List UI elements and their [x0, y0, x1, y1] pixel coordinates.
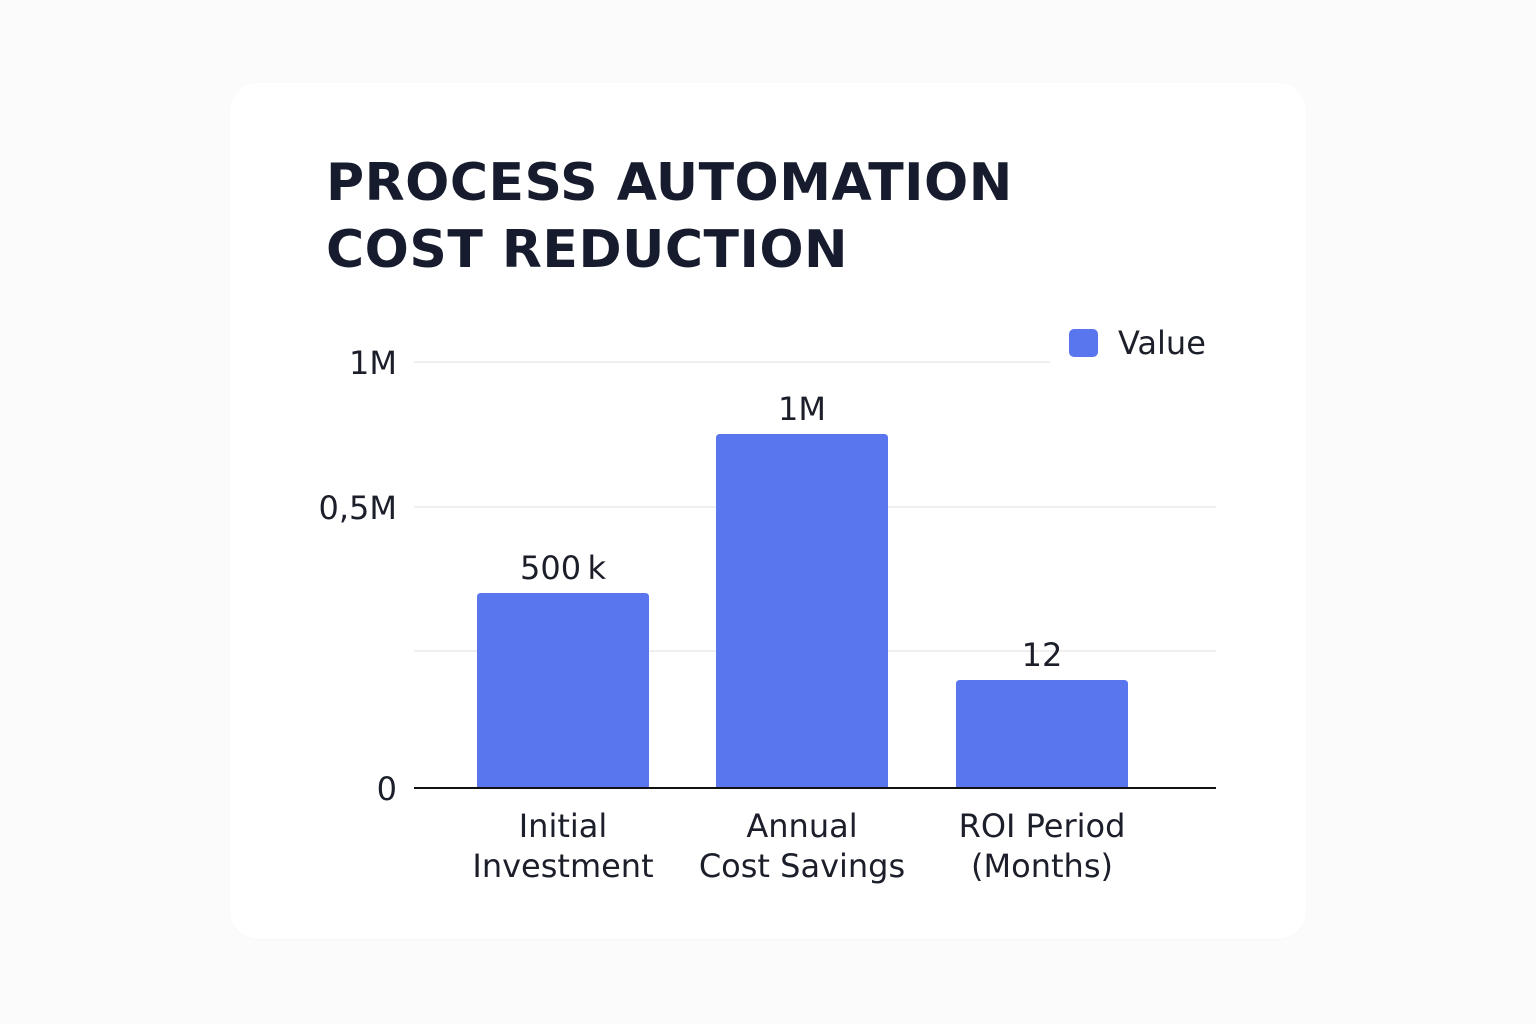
- x-category-label-line: Annual: [746, 807, 857, 845]
- data-label: 500 k: [520, 549, 606, 587]
- bar: [956, 680, 1128, 788]
- x-category-label-line: Cost Savings: [699, 847, 905, 885]
- y-tick-label: 1M: [349, 344, 397, 382]
- legend-swatch: [1069, 329, 1098, 357]
- legend-label: Value: [1118, 324, 1206, 362]
- x-category-label-line: (Months): [971, 847, 1113, 885]
- x-category-label-line: Investment: [472, 847, 653, 885]
- chart-title-line-1: PROCESS AUTOMATION: [326, 153, 1013, 213]
- data-label: 12: [1022, 636, 1063, 674]
- chart-title-line-2: COST REDUCTION: [326, 220, 849, 280]
- bar: [477, 593, 649, 788]
- y-tick-label: 0,5M: [319, 489, 398, 527]
- data-label: 1M: [778, 390, 826, 428]
- x-category-label: Annual Cost Savings: [699, 807, 905, 885]
- x-category-label: Initial Investment: [472, 807, 653, 885]
- bar: [716, 434, 888, 788]
- chart-title: PROCESS AUTOMATION COST REDUCTION: [326, 150, 1013, 284]
- y-tick-label: 0: [377, 770, 397, 808]
- x-category-label-line: ROI Period: [959, 807, 1126, 845]
- x-category-label: ROI Period (Months): [959, 807, 1126, 885]
- x-category-label-line: Initial: [519, 807, 608, 845]
